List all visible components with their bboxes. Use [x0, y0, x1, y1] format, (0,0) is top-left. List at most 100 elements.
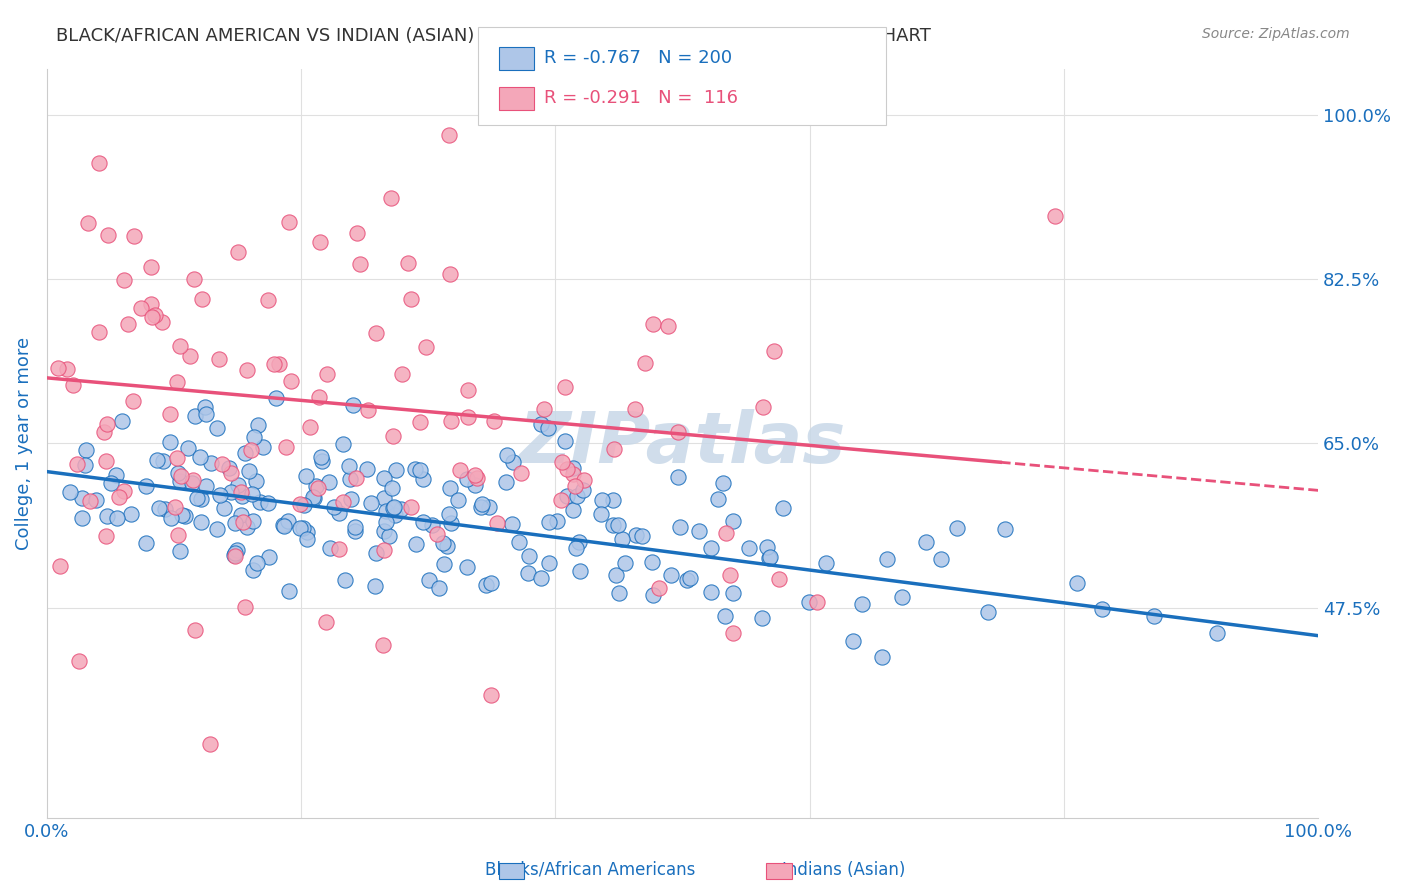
Point — [399, 500, 422, 514]
Point — [447, 492, 470, 507]
Point — [496, 448, 519, 462]
Point — [100, 475, 122, 490]
Text: Blacks/African Americans: Blacks/African Americans — [485, 861, 696, 879]
Point — [382, 429, 405, 443]
Point — [479, 688, 502, 702]
Point — [46, 360, 69, 375]
Text: BLACK/AFRICAN AMERICAN VS INDIAN (ASIAN) COLLEGE, 1 YEAR OR MORE CORRELATION CHA: BLACK/AFRICAN AMERICAN VS INDIAN (ASIAN)… — [56, 27, 931, 45]
Point — [305, 479, 328, 493]
Point — [752, 400, 775, 414]
Point — [167, 527, 190, 541]
Point — [538, 556, 561, 570]
Point — [464, 467, 486, 482]
Point — [418, 574, 440, 588]
Point — [391, 367, 413, 381]
Point — [721, 586, 744, 600]
Point — [404, 462, 426, 476]
Point — [375, 503, 398, 517]
Point — [602, 442, 624, 457]
Point — [167, 466, 190, 480]
Point — [373, 470, 395, 484]
Point — [756, 541, 779, 555]
Point — [420, 518, 443, 533]
Point — [568, 534, 591, 549]
Text: Indians (Asian): Indians (Asian) — [782, 861, 905, 879]
Point — [380, 192, 402, 206]
Point — [129, 301, 152, 315]
Point — [738, 541, 761, 555]
Point — [75, 443, 97, 458]
Point — [405, 536, 427, 550]
Point — [591, 508, 613, 522]
Point — [239, 443, 262, 458]
Point — [122, 229, 145, 244]
Point — [208, 352, 231, 367]
Point — [841, 634, 863, 648]
Point — [105, 511, 128, 525]
Point — [233, 446, 256, 460]
Point — [165, 500, 187, 514]
Point — [190, 492, 212, 507]
Point — [277, 514, 299, 528]
Point — [112, 484, 135, 499]
Point — [440, 414, 463, 428]
Point — [200, 456, 222, 470]
Point — [851, 597, 873, 611]
Point — [679, 571, 702, 585]
Point — [75, 458, 97, 472]
Point — [246, 556, 269, 570]
Point — [259, 549, 281, 564]
Point — [332, 495, 354, 509]
Point — [232, 516, 254, 530]
Point — [340, 492, 363, 507]
Point — [1066, 576, 1088, 591]
Point — [591, 492, 613, 507]
Point — [94, 454, 117, 468]
Point — [319, 541, 342, 556]
Point — [148, 500, 170, 515]
Point — [706, 491, 728, 506]
Point — [977, 605, 1000, 619]
Point — [436, 539, 458, 553]
Point — [62, 378, 84, 392]
Point — [159, 511, 181, 525]
Point — [366, 326, 388, 340]
Point — [211, 458, 233, 472]
Text: Source: ZipAtlas.com: Source: ZipAtlas.com — [1202, 27, 1350, 41]
Point — [328, 542, 350, 557]
Text: R = -0.767   N = 200: R = -0.767 N = 200 — [544, 49, 733, 67]
Point — [768, 572, 790, 586]
Point — [278, 583, 301, 598]
Point — [222, 548, 245, 562]
Point — [295, 469, 318, 483]
Point — [89, 156, 111, 170]
Point — [337, 458, 360, 473]
Point — [179, 349, 201, 363]
Point — [456, 560, 478, 574]
Point — [191, 292, 214, 306]
Point — [224, 546, 246, 560]
Point — [66, 458, 89, 472]
Point — [381, 481, 404, 495]
Point — [396, 255, 419, 269]
Point — [550, 492, 572, 507]
Point — [377, 529, 399, 543]
Point — [96, 508, 118, 523]
Point — [470, 500, 492, 514]
Point — [482, 414, 505, 428]
Point — [231, 485, 253, 500]
Point — [751, 611, 773, 625]
Point — [561, 467, 583, 482]
Point — [308, 390, 330, 404]
Point — [797, 595, 820, 609]
Point — [517, 549, 540, 563]
Point — [311, 454, 333, 468]
Point — [364, 579, 387, 593]
Point — [554, 380, 576, 394]
Point — [343, 524, 366, 538]
Point — [297, 532, 319, 546]
Point — [307, 481, 329, 495]
Point — [218, 460, 240, 475]
Point — [356, 403, 378, 417]
Point — [409, 415, 432, 429]
